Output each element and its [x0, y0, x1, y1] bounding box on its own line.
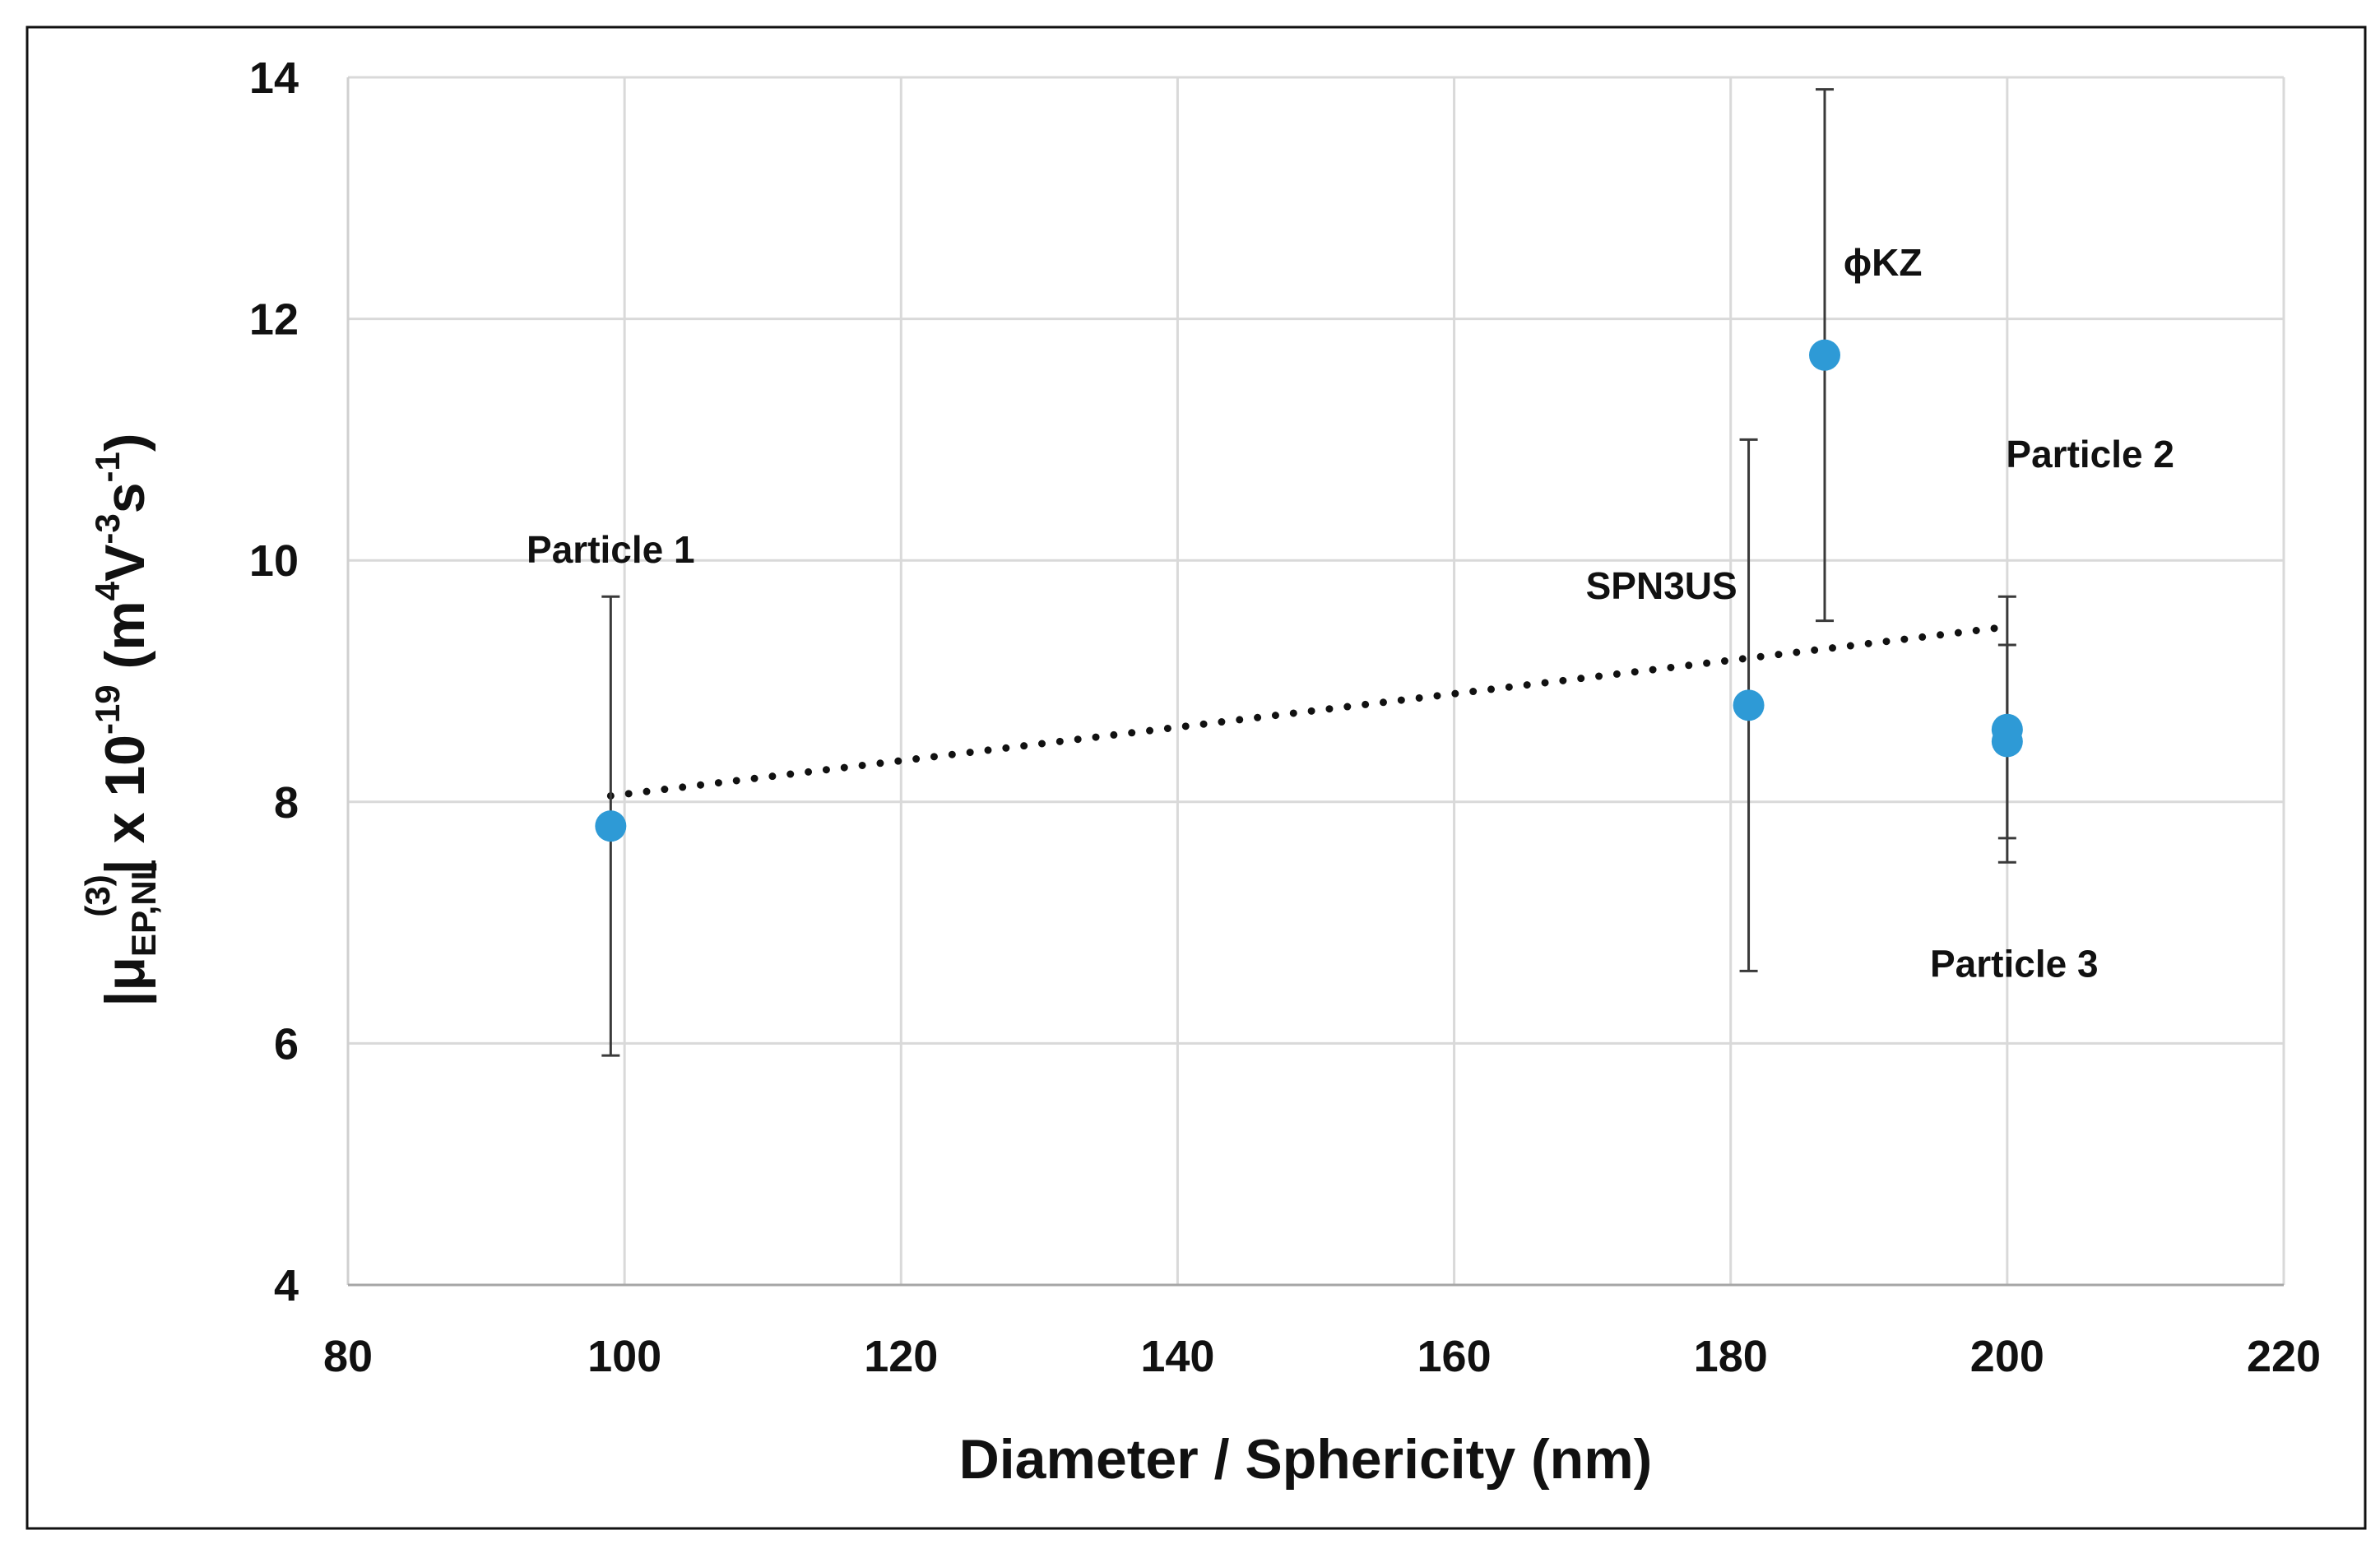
data-points: [595, 339, 2023, 842]
annotation-3: ϕKZ: [1844, 241, 1923, 284]
y-axis-title: |μEP,NL(3)| x 10-19 (m4V-3s-1): [78, 433, 163, 1006]
x-tick-label-180: 180: [1694, 1332, 1768, 1381]
y-title-subscript: EP,NL: [124, 860, 163, 957]
x-tick-label-100: 100: [587, 1332, 661, 1381]
annotation-1: Particle 1: [527, 528, 695, 571]
annotation-5: Particle 3: [1930, 943, 2099, 986]
trendline: [606, 623, 2011, 800]
x-tick-label-120: 120: [864, 1332, 938, 1381]
y-title-exponent: -19: [88, 684, 127, 735]
x-axis-title: Diameter / Sphericity (nm): [959, 1428, 1653, 1491]
annotation-4: Particle 2: [2006, 433, 2174, 475]
y-title-unit-close: ): [94, 433, 156, 452]
y-title-unit-open: (m: [94, 601, 156, 684]
y-title-prefix: |μ: [94, 957, 157, 1007]
y-title-unit-exp3: -1: [88, 452, 127, 482]
trendline-layer: [606, 623, 2011, 800]
y-tick-label-12: 12: [249, 295, 299, 345]
y-tick-label-6: 6: [274, 1019, 299, 1069]
y-tick-label-14: 14: [249, 53, 299, 103]
y-tick-label-8: 8: [274, 778, 299, 828]
y-title-superscript: (3): [78, 874, 117, 916]
x-tick-label-220: 220: [2247, 1332, 2321, 1381]
y-title-unit-s: s: [94, 482, 156, 513]
tick-labels: 80 100 120 140 160 180 200 220 4 6 8 10 12 14: [249, 53, 2321, 1381]
x-tick-label-140: 140: [1140, 1332, 1214, 1381]
y-tick-label-10: 10: [249, 536, 299, 586]
y-title-unit-exp1: 4: [88, 581, 127, 601]
x-tick-label-80: 80: [323, 1332, 373, 1381]
annotations: Particle 1 SPN3US ϕKZ Particle 2 Particle 3: [527, 241, 2174, 986]
x-tick-label-200: 200: [1970, 1332, 2044, 1381]
annotation-2: SPN3US: [1586, 564, 1737, 607]
data-point-2: [1733, 689, 1765, 721]
y-title-mid: | x 10: [94, 735, 157, 874]
y-title-unit-v: V: [94, 545, 156, 582]
y-title-unit-exp2: -3: [88, 513, 127, 544]
x-tick-label-160: 160: [1417, 1332, 1492, 1381]
data-point-1: [595, 810, 627, 842]
chart-border: [26, 26, 2367, 1530]
data-point-3: [1809, 339, 1841, 371]
y-tick-label-4: 4: [274, 1261, 299, 1310]
data-point-5: [1991, 726, 2023, 758]
